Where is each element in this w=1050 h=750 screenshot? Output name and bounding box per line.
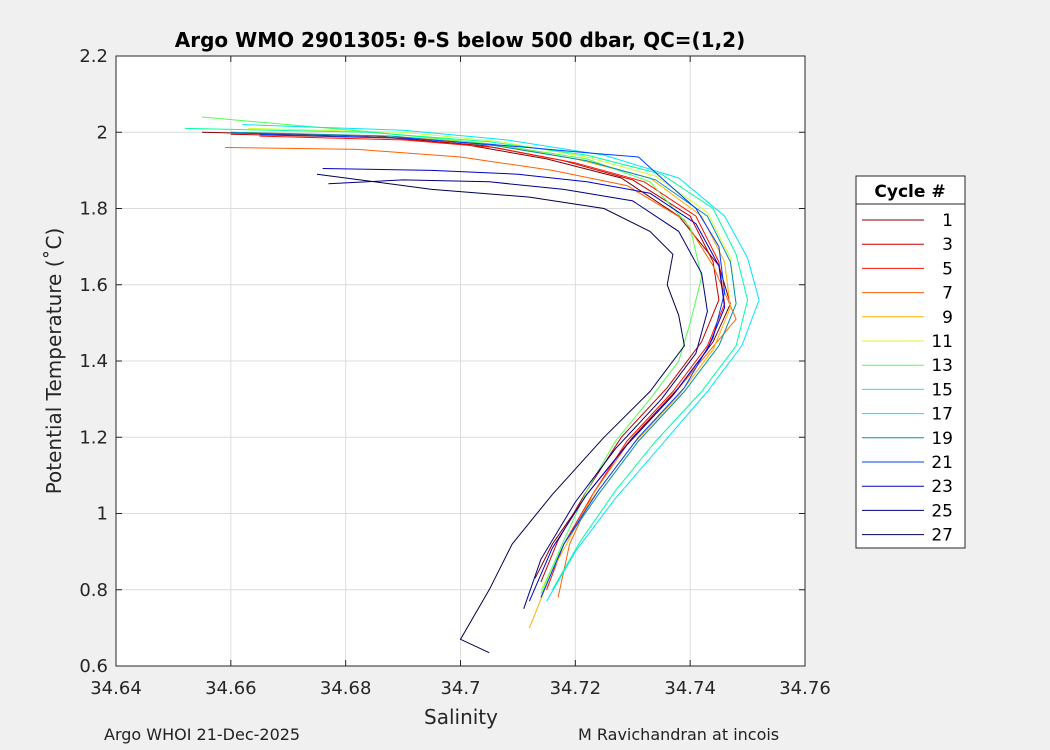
x-tick-label: 34.66 [205, 678, 257, 699]
series-line-cycle-23 [322, 168, 726, 602]
y-tick-label: 0.6 [79, 656, 108, 677]
x-tick-label: 34.74 [664, 678, 716, 699]
footer-left-text: Argo WHOI 21-Dec-2025 [104, 725, 301, 744]
legend-entry-label: 21 [931, 453, 953, 473]
y-tick-label: 1 [97, 504, 108, 525]
series-line-cycle-13 [202, 116, 703, 594]
series-line-cycle-27 [316, 173, 685, 654]
y-tick-label: 1.6 [79, 275, 108, 296]
series-line-cycle-25 [328, 179, 708, 609]
legend-entry-label: 7 [942, 284, 953, 304]
legend-entry-label: 9 [942, 308, 953, 328]
legend-entry-label: 17 [931, 405, 953, 425]
legend-entry-label: 15 [931, 380, 953, 400]
legend-entry-label: 11 [931, 332, 953, 352]
x-tick-label: 34.7 [440, 678, 480, 699]
y-tick-label: 1.8 [79, 199, 108, 220]
legend-title: Cycle # [874, 182, 945, 202]
series-line-cycle-17 [242, 124, 760, 602]
legend-entry-label: 1 [942, 211, 953, 231]
plot-area [184, 116, 760, 654]
x-tick-label: 34.64 [90, 678, 142, 699]
x-tick-label: 34.68 [320, 678, 372, 699]
series-line-cycle-15 [184, 127, 749, 591]
ticks: 34.64 34.66 34.68 34.7 34.72 34.74 34.76 0.6 0.8… [79, 46, 830, 699]
x-tick-label: 34.72 [550, 678, 602, 699]
y-tick-label: 0.8 [79, 580, 108, 601]
y-tick-label: 2.2 [79, 46, 108, 67]
chart-title: Argo WMO 2901305: θ-S below 500 dbar, QC… [175, 28, 745, 52]
x-tick-label: 34.76 [779, 678, 831, 699]
legend-entry-label: 25 [931, 501, 953, 521]
legend-entry-label: 23 [931, 477, 953, 497]
legend-entry-label: 5 [942, 259, 953, 279]
series-line-cycle-19 [230, 131, 737, 598]
y-tick-label: 2 [97, 122, 108, 143]
series-line-cycle-21 [259, 133, 726, 598]
legend-entry-label: 27 [931, 526, 953, 546]
legend-entry-label: 3 [942, 235, 953, 255]
y-axis-label: Potential Temperature (˚C) [42, 228, 66, 495]
y-tick-label: 1.2 [79, 427, 108, 448]
legend-entry-label: 13 [931, 356, 953, 376]
legend-entry-label: 19 [931, 429, 953, 449]
footer-right-text: M Ravichandran at incois [578, 725, 780, 744]
y-tick-label: 1.4 [79, 351, 108, 372]
x-axis-label: Salinity [424, 705, 498, 729]
